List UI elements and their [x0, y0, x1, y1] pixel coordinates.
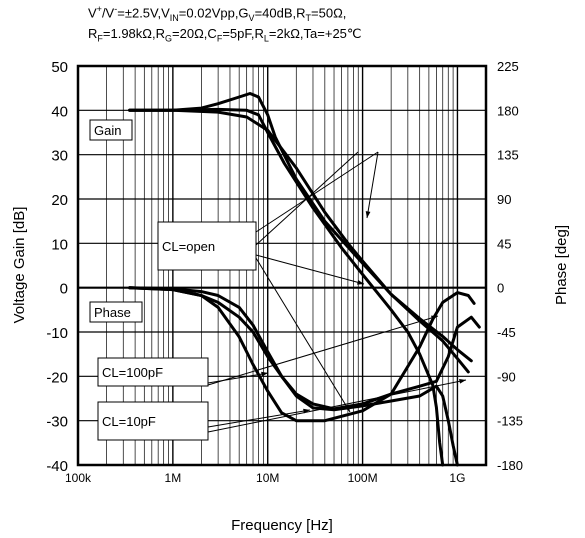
condition-text: =40dB,R — [254, 5, 306, 21]
phase-label: Phase — [94, 305, 131, 320]
condition-text: =0.02Vpp,G — [178, 5, 249, 21]
leader-line — [207, 409, 311, 428]
tick-labels: 50 40 30 20 10 0 -10 -20 -30 -40 225 180 135 90 45 0 -45… — [46, 59, 523, 485]
leader-line — [207, 379, 467, 433]
leader-line — [255, 151, 359, 246]
leader-line — [255, 151, 379, 233]
leader-line — [255, 257, 351, 413]
condition-text: F — [216, 33, 223, 44]
series-line — [128, 108, 470, 374]
condition-text: =50Ω, — [311, 5, 347, 21]
condition-text: L — [263, 33, 269, 44]
series-line — [128, 92, 473, 363]
x-tick-label: 10M — [256, 471, 279, 485]
x-tick-label: 100k — [65, 471, 92, 485]
y2-tick-label: -90 — [497, 369, 516, 384]
y-tick-label: -40 — [46, 458, 68, 475]
leader-line — [366, 151, 379, 219]
condition-text: IN — [169, 12, 179, 23]
series-line — [128, 286, 476, 423]
y-tick-label: 50 — [51, 59, 68, 76]
c10-label-box — [97, 401, 209, 441]
y2-tick-label: 0 — [497, 281, 504, 296]
y-tick-label: 0 — [60, 281, 68, 298]
conditions-line-1: V+/V-=±2.5V,VIN=0.02Vpp,GV=40dB,RT=50Ω, — [88, 4, 346, 23]
c100-label: CL=100pF — [102, 365, 163, 380]
condition-text: R — [88, 26, 98, 41]
y2-tick-label: -135 — [497, 414, 523, 429]
x-tick-label: 100M — [348, 471, 378, 485]
y-tick-label: 20 — [51, 192, 68, 209]
x-axis-label: Frequency [Hz] — [231, 517, 333, 534]
condition-text: T — [305, 12, 312, 23]
condition-text: =5pF,R — [222, 26, 264, 41]
series-line — [128, 286, 459, 467]
curves — [128, 92, 481, 467]
y2-tick-label: 45 — [497, 236, 511, 251]
y2-tick-label: -180 — [497, 458, 523, 473]
leader-line — [207, 372, 269, 384]
y2-tick-label: 180 — [497, 103, 519, 118]
condition-text: V — [248, 12, 255, 23]
condition-text: - — [114, 4, 118, 14]
leader-arrow — [261, 371, 268, 377]
y-tick-label: -10 — [46, 325, 68, 342]
gain-label-box — [89, 119, 133, 141]
y-tick-label: 10 — [51, 236, 68, 253]
plot-frame — [76, 64, 488, 467]
c10-label: CL=10pF — [102, 414, 156, 429]
y2-tick-label: 90 — [497, 192, 511, 207]
leader-line — [207, 315, 439, 386]
y2-axis-label: Phase [deg] — [553, 225, 570, 305]
phase-label-box — [89, 301, 143, 323]
condition-text: =20Ω,C — [172, 26, 217, 41]
series-line — [128, 286, 481, 411]
grid — [77, 65, 487, 466]
y2-tick-label: 225 — [497, 59, 519, 74]
open-label-box — [157, 221, 257, 271]
y-tick-label: -30 — [46, 414, 68, 431]
y-axis-label: Voltage Gain [dB] — [11, 207, 28, 324]
leader-arrow — [459, 378, 466, 384]
annotations: Gain Phase CL=open CL=100pF CL=10pF — [89, 119, 467, 441]
condition-text: =±2.5V,V — [117, 5, 170, 21]
leader-arrow — [365, 211, 371, 218]
condition-text: =2kΩ,Ta=+25℃ — [268, 26, 362, 41]
leader-arrow — [344, 405, 350, 412]
y-tick-label: 40 — [51, 103, 68, 120]
y-tick-label: 30 — [51, 148, 68, 165]
x-tick-label: 1M — [165, 471, 182, 485]
y2-tick-label: 135 — [497, 148, 519, 163]
c100-label-box — [97, 357, 209, 387]
leader-line — [255, 254, 365, 285]
y2-tick-label: -45 — [497, 325, 516, 340]
open-label: CL=open — [162, 239, 215, 254]
condition-text: /V — [101, 5, 115, 21]
series-line — [128, 107, 445, 467]
conditions-line-2: RF=1.98kΩ,RG=20Ω,CF=5pF,RL=2kΩ,Ta=+25℃ — [88, 26, 362, 44]
condition-text: V — [88, 5, 97, 21]
condition-text: + — [96, 4, 102, 14]
condition-text: F — [97, 33, 103, 44]
gain-label: Gain — [94, 123, 121, 138]
condition-text: G — [165, 33, 173, 44]
y-tick-label: -20 — [46, 369, 68, 386]
condition-text: =1.98kΩ,R — [102, 26, 166, 41]
leader-arrow — [357, 279, 364, 285]
x-tick-label: 1G — [449, 471, 465, 485]
leader-arrow — [431, 315, 438, 321]
